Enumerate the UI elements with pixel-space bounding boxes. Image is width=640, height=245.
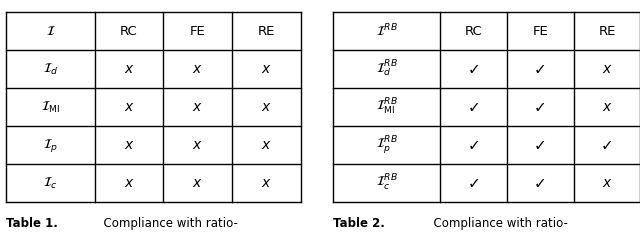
Text: Table 1.: Table 1. [6, 217, 58, 230]
Text: $\boldsymbol{\mathit{x}}$: $\boldsymbol{\mathit{x}}$ [192, 138, 203, 152]
Text: $\mathcal{I}_p$: $\mathcal{I}_p$ [43, 137, 58, 154]
Text: ✓: ✓ [534, 176, 547, 191]
Text: FE: FE [532, 25, 548, 38]
Text: $\mathcal{I}_p^{RB}$: $\mathcal{I}_p^{RB}$ [376, 134, 397, 156]
Text: RE: RE [257, 25, 275, 38]
Text: $\boldsymbol{\mathit{x}}$: $\boldsymbol{\mathit{x}}$ [261, 138, 271, 152]
Text: ✓: ✓ [534, 62, 547, 77]
Text: $\mathcal{I}_d^{RB}$: $\mathcal{I}_d^{RB}$ [376, 59, 397, 79]
Text: RC: RC [465, 25, 483, 38]
Text: ✓: ✓ [467, 62, 480, 77]
Text: $\boldsymbol{\mathit{x}}$: $\boldsymbol{\mathit{x}}$ [124, 176, 134, 190]
Text: RE: RE [598, 25, 616, 38]
Text: RC: RC [120, 25, 138, 38]
Text: $\boldsymbol{\mathit{x}}$: $\boldsymbol{\mathit{x}}$ [192, 100, 203, 114]
Text: $\boldsymbol{\mathit{x}}$: $\boldsymbol{\mathit{x}}$ [602, 100, 612, 114]
Text: FE: FE [189, 25, 205, 38]
Text: $\mathcal{I}_{\mathrm{MI}}$: $\mathcal{I}_{\mathrm{MI}}$ [41, 100, 60, 115]
Text: $\boldsymbol{\mathit{x}}$: $\boldsymbol{\mathit{x}}$ [261, 62, 271, 76]
Text: Table 2.: Table 2. [333, 217, 385, 230]
Text: $\boldsymbol{\mathit{x}}$: $\boldsymbol{\mathit{x}}$ [602, 176, 612, 190]
Text: ✓: ✓ [600, 138, 613, 153]
Text: $\mathcal{I}$: $\mathcal{I}$ [45, 25, 56, 38]
Text: $\boldsymbol{\mathit{x}}$: $\boldsymbol{\mathit{x}}$ [261, 176, 271, 190]
Text: $\mathcal{I}_{\mathrm{MI}}^{RB}$: $\mathcal{I}_{\mathrm{MI}}^{RB}$ [376, 97, 397, 117]
Text: $\boldsymbol{\mathit{x}}$: $\boldsymbol{\mathit{x}}$ [124, 138, 134, 152]
Text: Compliance with ratio-: Compliance with ratio- [426, 217, 568, 230]
Text: ✓: ✓ [534, 138, 547, 153]
Text: ✓: ✓ [467, 138, 480, 153]
Text: ✓: ✓ [534, 100, 547, 115]
Text: $\boldsymbol{\mathit{x}}$: $\boldsymbol{\mathit{x}}$ [192, 176, 203, 190]
Text: $\mathcal{I}_c$: $\mathcal{I}_c$ [44, 176, 58, 191]
Text: $\mathcal{I}_d$: $\mathcal{I}_d$ [43, 62, 58, 77]
Text: ✓: ✓ [467, 176, 480, 191]
Text: $\mathcal{I}_c^{RB}$: $\mathcal{I}_c^{RB}$ [376, 173, 397, 193]
Text: $\boldsymbol{\mathit{x}}$: $\boldsymbol{\mathit{x}}$ [261, 100, 271, 114]
Text: $\boldsymbol{\mathit{x}}$: $\boldsymbol{\mathit{x}}$ [124, 62, 134, 76]
Text: ✓: ✓ [467, 100, 480, 115]
Text: Compliance with ratio-: Compliance with ratio- [96, 217, 238, 230]
Text: $\boldsymbol{\mathit{x}}$: $\boldsymbol{\mathit{x}}$ [192, 62, 203, 76]
Text: $\boldsymbol{\mathit{x}}$: $\boldsymbol{\mathit{x}}$ [602, 62, 612, 76]
Text: $\mathcal{I}^{RB}$: $\mathcal{I}^{RB}$ [376, 23, 397, 39]
Text: $\boldsymbol{\mathit{x}}$: $\boldsymbol{\mathit{x}}$ [124, 100, 134, 114]
